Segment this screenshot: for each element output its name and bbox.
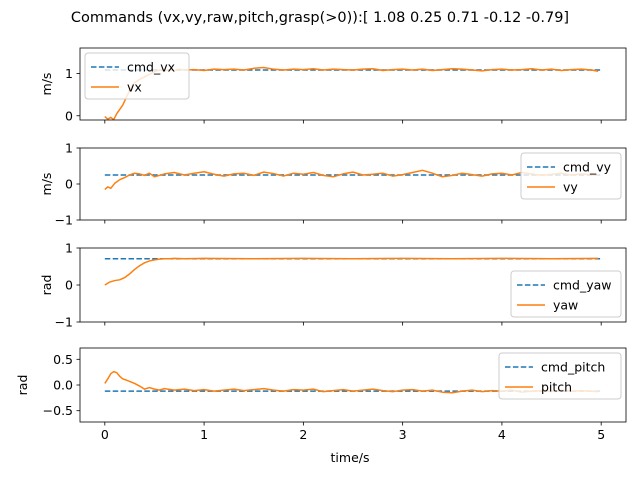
y-axis-label: rad bbox=[39, 275, 54, 296]
y-tick-label: 0 bbox=[65, 177, 73, 192]
legend-label-cmd_vx: cmd_vx bbox=[127, 60, 175, 75]
y-tick-label: 0 bbox=[65, 108, 73, 123]
x-tick-label: 0 bbox=[101, 427, 109, 442]
legend-label-cmd_yaw: cmd_yaw bbox=[553, 278, 612, 293]
y-tick-label: 0.0 bbox=[53, 378, 73, 393]
legend-label-yaw: yaw bbox=[553, 298, 578, 313]
legend-label-cmd_pitch: cmd_pitch bbox=[541, 360, 605, 375]
legend-label-pitch: pitch bbox=[541, 380, 572, 395]
figure-title: Commands (vx,vy,raw,pitch,grasp(>0)):[ 1… bbox=[71, 10, 569, 26]
y-axis-label: rad bbox=[15, 375, 30, 396]
subplot-frame bbox=[79, 47, 627, 121]
x-tick-label: 5 bbox=[597, 427, 605, 442]
y-tick-label: 1 bbox=[65, 241, 73, 256]
x-tick-label: 2 bbox=[299, 427, 307, 442]
y-tick-label: 0.5 bbox=[53, 352, 73, 367]
y-tick-label: −1 bbox=[55, 315, 73, 330]
legend-label-vx: vx bbox=[127, 80, 142, 95]
y-tick-label: −0.5 bbox=[43, 403, 73, 418]
y-axis-label: m/s bbox=[39, 73, 54, 96]
y-tick-label: 1 bbox=[65, 141, 73, 156]
y-tick-label: 0 bbox=[65, 278, 73, 293]
x-tick-label: 4 bbox=[498, 427, 506, 442]
x-tick-label: 3 bbox=[399, 427, 407, 442]
series-line-yaw bbox=[104, 257, 599, 286]
y-tick-label: −1 bbox=[55, 213, 73, 228]
x-axis-label: time/s bbox=[331, 450, 370, 465]
y-tick-label: 1 bbox=[65, 66, 73, 81]
y-axis-label: m/s bbox=[39, 173, 54, 196]
x-tick-label: 1 bbox=[200, 427, 208, 442]
legend-label-cmd_vy: cmd_vy bbox=[563, 160, 612, 175]
legend-label-vy: vy bbox=[563, 180, 578, 195]
series-line-vy bbox=[104, 169, 599, 190]
